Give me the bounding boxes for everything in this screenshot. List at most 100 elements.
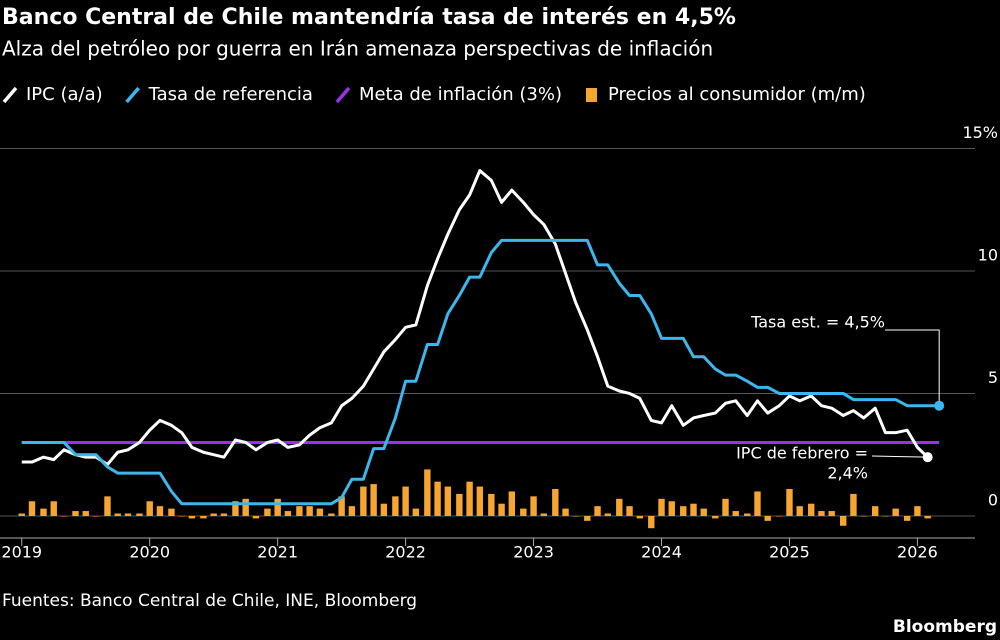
legend-swatch <box>335 86 351 104</box>
bar <box>722 498 729 516</box>
bar <box>274 498 281 516</box>
bar <box>28 501 36 516</box>
bar <box>104 496 111 516</box>
x-tick-label: 2020 <box>129 543 170 562</box>
bar <box>338 496 345 516</box>
bar <box>860 515 867 517</box>
annotation: IPC de febrero = <box>736 444 868 463</box>
bar <box>540 513 547 516</box>
x-tick-label: 2019 <box>1 543 42 562</box>
bar <box>466 481 473 516</box>
bar <box>530 496 537 516</box>
end-marker <box>922 452 933 463</box>
bar <box>360 486 367 516</box>
bar <box>604 513 611 516</box>
bar <box>40 508 47 516</box>
bar <box>476 486 484 516</box>
bar <box>914 506 921 516</box>
x-tick-label: 2026 <box>897 543 938 562</box>
x-tick-label: 2025 <box>769 543 810 562</box>
bar <box>732 511 739 516</box>
bar <box>72 511 79 516</box>
brand: Bloomberg <box>893 617 997 637</box>
bar <box>744 513 751 516</box>
bar <box>552 489 559 516</box>
bar <box>296 506 303 516</box>
bar <box>796 506 803 516</box>
bar <box>380 503 388 516</box>
bar <box>636 515 643 519</box>
bar <box>200 515 207 519</box>
x-tick-label: 2024 <box>641 543 682 562</box>
bar <box>562 508 569 516</box>
bar <box>712 515 719 519</box>
bar <box>808 503 815 516</box>
bar <box>156 506 164 516</box>
bar <box>924 515 931 519</box>
bar <box>146 501 153 516</box>
bar <box>124 513 132 516</box>
bar <box>903 515 911 521</box>
y-tick-label: 5 <box>988 368 998 387</box>
bar <box>840 515 847 526</box>
bar <box>584 515 591 521</box>
x-tick-label: 2021 <box>257 543 298 562</box>
bar <box>754 491 761 516</box>
bar <box>871 506 879 516</box>
x-tick-label: 2022 <box>385 543 426 562</box>
bar <box>412 508 420 516</box>
chart-subtitle: Alza del petróleo por guerra en Irán ame… <box>2 37 713 61</box>
leader-line <box>885 329 940 406</box>
bar <box>626 506 633 516</box>
x-tick-label: 2023 <box>513 543 554 562</box>
bar <box>700 508 707 516</box>
bar <box>284 511 292 516</box>
bar <box>594 506 601 516</box>
annotation: 2,4% <box>827 464 868 483</box>
bar <box>328 513 335 516</box>
legend-label: IPC (a/a) <box>26 84 103 105</box>
bar <box>50 501 57 516</box>
bar <box>316 508 324 516</box>
bar <box>818 511 825 516</box>
bar <box>444 486 452 516</box>
bar <box>168 508 175 516</box>
bar <box>850 493 857 516</box>
bar <box>680 506 687 516</box>
bar <box>60 515 68 517</box>
bar <box>210 513 217 516</box>
leader-line <box>871 455 928 458</box>
bar <box>402 486 409 516</box>
bar <box>616 498 623 516</box>
legend-swatch <box>586 88 597 102</box>
bar <box>764 515 771 521</box>
bar <box>92 515 100 517</box>
legend-swatch <box>125 86 140 104</box>
bar <box>242 498 249 516</box>
bar <box>370 484 377 516</box>
bar <box>786 489 793 516</box>
end-marker <box>934 400 945 411</box>
bar <box>264 508 271 516</box>
bar <box>776 515 783 517</box>
bar <box>668 501 675 516</box>
bar <box>648 515 655 529</box>
bar <box>232 501 239 516</box>
bar <box>424 469 431 516</box>
bar <box>892 508 899 516</box>
bar <box>18 513 25 516</box>
legend-label: Meta de inflación (3%) <box>359 84 562 105</box>
bar <box>434 481 441 516</box>
bar <box>572 515 579 517</box>
annotation: Tasa est. = 4,5% <box>750 313 885 332</box>
bar <box>658 498 665 516</box>
bar <box>220 513 228 516</box>
source: Fuentes: Banco Central de Chile, INE, Bl… <box>2 591 417 611</box>
bar <box>828 511 835 516</box>
bar <box>498 503 505 516</box>
bar <box>882 515 889 517</box>
bar <box>252 515 260 519</box>
bar <box>188 515 196 519</box>
